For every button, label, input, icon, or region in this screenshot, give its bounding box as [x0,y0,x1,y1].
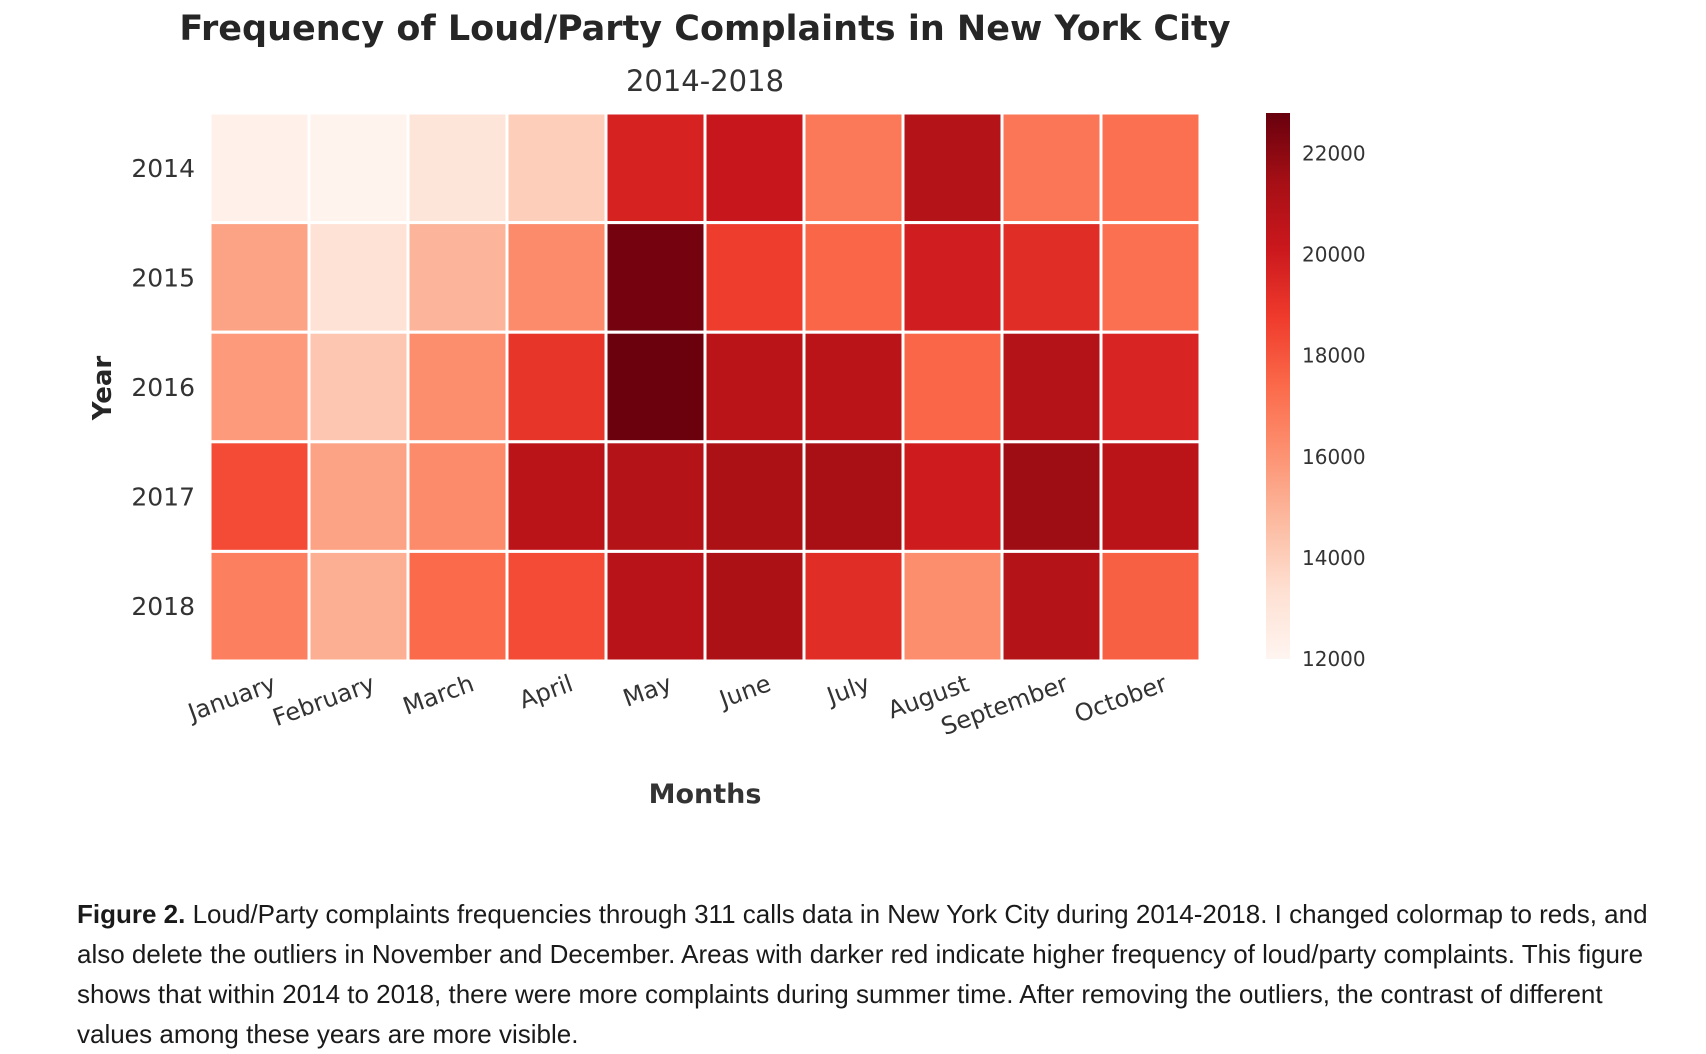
caption-label: Figure 2. [77,899,186,929]
heatmap-cell [1099,549,1202,663]
heatmap-cell [1099,111,1202,225]
heatmap-cell [208,221,311,334]
heatmap-cell [604,330,707,444]
heatmap-cell [1099,221,1202,334]
heatmap-cell [307,440,410,553]
caption-text: Loud/Party complaints frequencies throug… [77,899,1648,1049]
heatmap-cell [208,549,311,663]
heatmap-cell [406,221,509,334]
y-tick-label: 2016 [131,373,195,402]
heatmap-cell [307,111,410,225]
heatmap-cell [505,549,608,663]
heatmap-cell [307,330,410,444]
heatmap-cell [703,440,806,553]
colorbar-tick-label: 18000 [1302,344,1366,368]
heatmap-cell [901,330,1004,444]
heatmap-cell [703,221,806,334]
heatmap-cell [604,440,707,553]
heatmap-cell [307,549,410,663]
heatmap-cell [208,111,311,225]
heatmap-cell [802,440,905,553]
heatmap-cell [1000,440,1103,553]
colorbar-tick-label: 22000 [1302,141,1366,165]
heatmap-cell [703,549,806,663]
heatmap-cells [208,111,1202,663]
x-tick-label: January [183,669,280,727]
heatmap-cell [604,549,707,663]
figure-caption: Figure 2. Loud/Party complaints frequenc… [77,894,1677,1054]
heatmap-cell [1099,330,1202,444]
heatmap-cell [406,440,509,553]
heatmap-cell [1099,440,1202,553]
chart-title: Frequency of Loud/Party Complaints in Ne… [179,9,1230,49]
colorbar-tick-label: 14000 [1302,546,1366,570]
chart-subtitle: 2014-2018 [626,64,784,98]
heatmap-cell [604,221,707,334]
heatmap-cell [802,221,905,334]
heatmap-cell [208,330,311,444]
heatmap-cell [901,549,1004,663]
x-axis-label: Months [649,779,762,810]
x-tick-label: March [399,669,477,720]
colorbar [1266,113,1290,659]
heatmap-cell [604,111,707,225]
x-tick-label: May [619,669,675,712]
heatmap-cell [1000,111,1103,225]
heatmap-cell [505,330,608,444]
x-tick-label: February [269,669,379,732]
heatmap-figure: Frequency of Loud/Party Complaints in Ne… [88,9,1366,810]
heatmap-cell [901,111,1004,225]
heatmap-cell [406,330,509,444]
x-tick-label: July [822,669,874,711]
heatmap-cell [208,440,311,553]
heatmap-cell [406,549,509,663]
heatmap-cell [703,330,806,444]
y-tick-label: 2018 [131,592,195,621]
colorbar-tick-labels: 12000 14000 16000 18000 20000 22000 [1302,141,1366,671]
heatmap-cell [802,111,905,225]
heatmap-cell [901,440,1004,553]
heatmap-cell [406,111,509,225]
x-tick-label: June [714,669,775,714]
colorbar-tick-label: 12000 [1302,647,1366,671]
colorbar-tick-label: 16000 [1302,445,1366,469]
y-tick-label: 2017 [131,483,195,512]
heatmap-cell [703,111,806,225]
heatmap-cell [1000,549,1103,663]
heatmap-cell [505,440,608,553]
heatmap-cell [505,111,608,225]
heatmap-cell [802,330,905,444]
colorbar-tick-label: 20000 [1302,243,1366,267]
x-tick-label: October [1071,669,1171,728]
heatmap-cell [307,221,410,334]
y-tick-labels: 2014 2015 2016 2017 2018 [131,154,195,621]
heatmap-cell [505,221,608,334]
y-axis-label: Year [88,356,118,422]
y-tick-label: 2014 [131,154,195,183]
heatmap-cell [901,221,1004,334]
heatmap-cell [1000,221,1103,334]
y-tick-label: 2015 [131,263,195,292]
x-tick-label: April [515,669,576,714]
heatmap-cell [802,549,905,663]
heatmap-cell [1000,330,1103,444]
